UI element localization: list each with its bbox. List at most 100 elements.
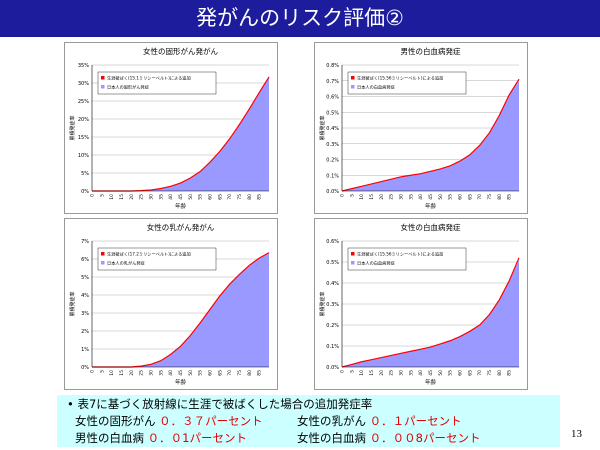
y-tick-label: 0.6% — [326, 239, 339, 245]
x-tick-label: 50 — [438, 194, 444, 200]
x-tick-label: 75 — [237, 370, 243, 376]
legend-box — [347, 247, 467, 271]
y-tick-label: 5% — [81, 171, 89, 177]
x-tick-label: 0 — [340, 194, 346, 197]
x-tick-label: 65 — [467, 370, 473, 376]
summary-label: 女性の乳がん — [297, 414, 366, 428]
chart-panel-female-leukemia: 女性の白血病発症 0.0% 0.1% 0.2% 0.3% 0.4% 0.5% 0.6% 0 5 10… — [314, 218, 528, 390]
legend-label-added: 生涯被ばく(15.56ミリシーベルト)による追加 — [357, 75, 443, 82]
x-tick-label: 40 — [168, 194, 174, 200]
x-tick-label: 5 — [99, 194, 105, 197]
legend-swatch-baseline — [101, 85, 105, 89]
legend-swatch-baseline — [101, 261, 105, 265]
summary-row-2b: 女性の白血病 ０．００8パーセント — [297, 430, 480, 446]
y-tick-label: 0.1% — [326, 344, 339, 350]
x-tick-label: 20 — [379, 194, 385, 200]
legend-box — [97, 71, 217, 95]
x-tick-label: 70 — [477, 370, 483, 376]
x-tick-label: 25 — [139, 194, 145, 200]
chart-female-breast-cancer: 女性の乳がん発がん 0% 1% 2% 3% 4% 5% 6% 7% 0 5 10 15 20 25 30 35 4… — [69, 222, 270, 386]
y-tick-label: 1% — [81, 347, 89, 353]
x-tick-label: 80 — [497, 194, 503, 200]
y-tick-label: 0% — [81, 189, 89, 195]
x-tick-label: 20 — [129, 194, 135, 200]
y-axis-label: 累積発症率 — [319, 291, 326, 316]
slide-title: 発がんのリスク評価② — [196, 6, 404, 30]
legend-swatch-added — [351, 252, 355, 256]
chart-title: 女性の固形がん発がん — [143, 46, 218, 56]
x-tick-label: 75 — [487, 194, 493, 200]
summary-row-1: 女性の固形がん ０．３７パーセント — [75, 413, 263, 429]
y-tick-label: 15% — [78, 135, 89, 141]
y-tick-label: 2% — [81, 329, 89, 335]
x-tick-label: 15 — [119, 370, 125, 376]
legend-swatch-added — [351, 76, 355, 80]
x-tick-label: 30 — [399, 370, 405, 376]
x-axis-label: 年齢 — [175, 378, 187, 386]
y-axis-label: 累積発症率 — [69, 291, 76, 316]
x-tick-label: 60 — [458, 370, 464, 376]
summary-heading-line: • 表7に基づく放射線に生涯で被ばくした場合の追加発症率 — [67, 396, 372, 412]
summary-value: ０．３７パーセント — [159, 414, 263, 428]
x-tick-label: 65 — [217, 194, 223, 200]
x-tick-label: 40 — [418, 194, 424, 200]
y-tick-label: 0% — [81, 365, 89, 371]
x-tick-label: 40 — [168, 370, 174, 376]
x-tick-label: 80 — [497, 370, 503, 376]
x-tick-label: 5 — [99, 370, 105, 373]
x-tick-label: 15 — [369, 194, 375, 200]
x-tick-label: 35 — [158, 194, 164, 200]
x-tick-label: 85 — [257, 194, 263, 200]
x-tick-label: 60 — [208, 370, 214, 376]
y-tick-label: 0.5% — [326, 260, 339, 266]
y-tick-label: 0.0% — [326, 365, 339, 371]
x-tick-label: 30 — [399, 194, 405, 200]
line-series — [341, 78, 520, 192]
x-tick-label: 85 — [507, 194, 513, 200]
x-tick-label: 10 — [359, 194, 365, 200]
x-tick-label: 55 — [198, 194, 204, 200]
chart-title: 女性の乳がん発がん — [147, 222, 215, 232]
x-tick-label: 35 — [408, 194, 414, 200]
chart-female-leukemia: 女性の白血病発症 0.0% 0.1% 0.2% 0.3% 0.4% 0.5% 0.6% 0 5 10… — [319, 222, 520, 386]
x-tick-label: 35 — [408, 370, 414, 376]
x-tick-label: 25 — [389, 194, 395, 200]
chart-title: 女性の白血病発症 — [401, 222, 461, 232]
x-tick-label: 30 — [149, 370, 155, 376]
x-tick-label: 60 — [458, 194, 464, 200]
legend-swatch-added — [101, 252, 105, 256]
chart-panel-male-leukemia: 男性の白血病発症 0.0% 0.1% 0.2% 0.3% 0.4% 0.5% 0.6% 0.7%… — [314, 42, 528, 214]
y-tick-label: 35% — [78, 63, 89, 69]
y-tick-label: 0.5% — [326, 110, 339, 116]
x-tick-label: 15 — [119, 194, 125, 200]
x-tick-label: 80 — [247, 194, 253, 200]
area-series — [92, 77, 269, 191]
x-tick-label: 0 — [340, 370, 346, 373]
y-tick-label: 0.3% — [326, 302, 339, 308]
x-tick-label: 20 — [129, 370, 135, 376]
x-tick-label: 40 — [418, 370, 424, 376]
x-tick-label: 45 — [428, 370, 434, 376]
summary-value: ０．００8パーセント — [369, 431, 481, 445]
x-tick-label: 30 — [149, 194, 155, 200]
legend-box — [97, 247, 217, 271]
y-tick-label: 10% — [78, 153, 89, 159]
x-tick-label: 75 — [237, 194, 243, 200]
summary-heading: 表7に基づく放射線に生涯で被ばくした場合の追加発症率 — [77, 397, 373, 411]
x-tick-label: 70 — [227, 370, 233, 376]
x-tick-label: 10 — [109, 194, 115, 200]
x-tick-label: 55 — [448, 194, 454, 200]
page-number: 13 — [571, 428, 582, 440]
x-tick-label: 50 — [438, 370, 444, 376]
y-tick-label: 4% — [81, 293, 89, 299]
y-tick-label: 7% — [81, 239, 89, 245]
x-tick-label: 25 — [139, 370, 145, 376]
summary-label: 女性の固形がん — [75, 414, 156, 428]
legend-label-baseline: 日本人の乳がん発症 — [107, 260, 146, 267]
y-tick-label: 25% — [78, 99, 89, 105]
x-axis-label: 年齢 — [425, 378, 437, 386]
x-tick-label: 50 — [188, 194, 194, 200]
x-tick-label: 25 — [389, 370, 395, 376]
area-series — [342, 80, 519, 191]
summary-row-2: 男性の白血病 ０．０1パーセント — [75, 430, 247, 446]
